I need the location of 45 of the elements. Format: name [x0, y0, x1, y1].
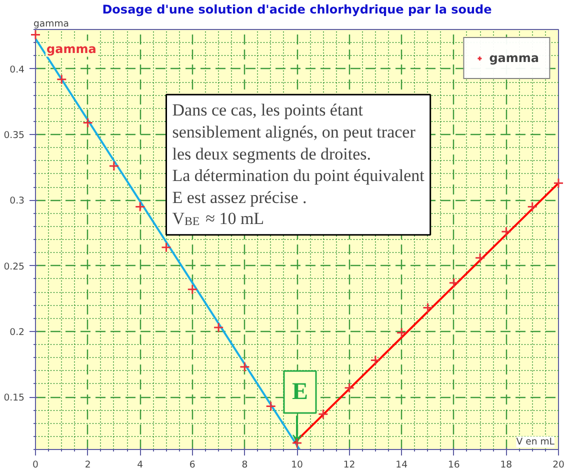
point	[344, 382, 355, 394]
y-tick-label: 0.4	[10, 64, 25, 76]
point	[161, 242, 172, 253]
y-axis-title: gamma	[34, 18, 70, 30]
annotation: Dans ce cas, les points étant sensiblement alignés, on peut tracer les deux segments de droites. La détermination du point équivalent E est assez précise . VBE ≈ 10 mL	[172, 100, 425, 228]
x-tick-label: 10	[291, 460, 303, 470]
annotation: E	[292, 378, 308, 405]
y-tick-label: 0.3	[10, 196, 25, 207]
point	[266, 400, 276, 412]
point	[56, 74, 67, 85]
point	[370, 355, 381, 366]
point	[108, 160, 120, 172]
x-axis-title: V en mL	[516, 436, 556, 448]
point	[134, 201, 146, 212]
y-tick-label: 0.25	[4, 261, 25, 272]
point	[422, 302, 433, 313]
point	[500, 226, 512, 237]
point	[187, 284, 198, 295]
point	[396, 327, 407, 338]
x-tick-label: 2	[84, 460, 91, 470]
point	[30, 30, 41, 40]
y-tick-label: 0.2	[10, 326, 25, 338]
x-tick-label: 4	[137, 460, 144, 470]
x-tick-label: 18	[500, 460, 512, 470]
point	[474, 252, 486, 264]
point	[239, 362, 250, 372]
text: gamma	[46, 42, 96, 56]
x-tick-label: 6	[189, 460, 196, 470]
point	[213, 322, 224, 333]
chart-title: Dosage d'une solution d'acide chlorhydrique par la soude	[102, 2, 492, 16]
point	[553, 178, 564, 188]
point	[527, 201, 538, 212]
point	[82, 117, 94, 128]
y-tick-label: 0.15	[4, 392, 25, 404]
y-tick-label: 0.35	[4, 130, 25, 141]
x-tick-label: 12	[343, 460, 356, 470]
x-tick-label: 0	[32, 460, 39, 470]
point	[448, 278, 460, 288]
x-tick-label: 16	[448, 460, 460, 470]
x-tick-label: 8	[242, 460, 248, 470]
x-tick-label: 20	[552, 460, 564, 470]
point	[292, 438, 302, 448]
legend-label: gamma	[489, 51, 539, 65]
point	[318, 408, 328, 420]
x-tick-label: 14	[396, 460, 408, 470]
